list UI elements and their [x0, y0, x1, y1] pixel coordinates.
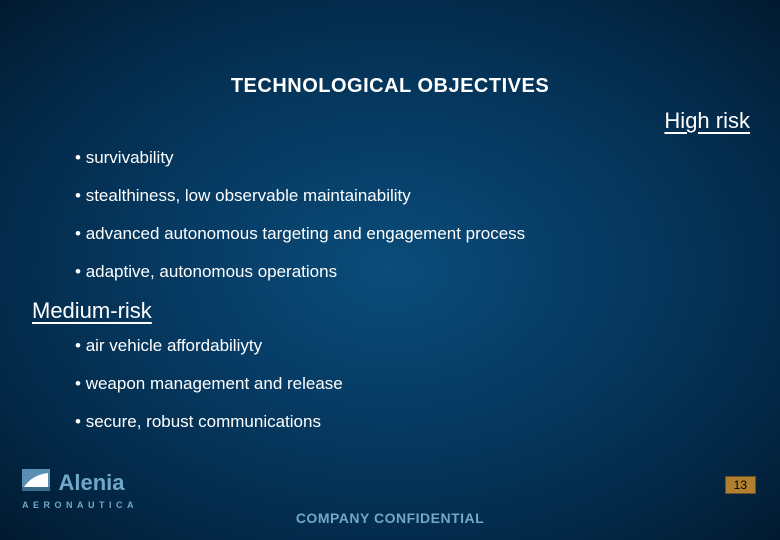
logo-main-text: Alenia: [58, 473, 124, 493]
footer-confidential: COMPANY CONFIDENTIAL: [0, 510, 780, 526]
logo-icon: [22, 469, 50, 496]
logo: Alenia AERONAUTICA: [22, 469, 138, 510]
section-heading-medium-risk: Medium-risk: [32, 298, 152, 324]
list-item: adaptive, autonomous operations: [75, 262, 525, 282]
slide-title: TECHNOLOGICAL OBJECTIVES: [0, 75, 780, 98]
bullet-list-high: survivability stealthiness, low observab…: [75, 148, 525, 300]
page-number: 13: [725, 476, 756, 494]
list-item: air vehicle affordabiliyty: [75, 336, 343, 356]
logo-sub-text: AERONAUTICA: [22, 500, 138, 510]
list-item: survivability: [75, 148, 525, 168]
section-heading-high-risk: High risk: [664, 108, 750, 134]
list-item: secure, robust communications: [75, 412, 343, 432]
list-item: weapon management and release: [75, 374, 343, 394]
slide: TECHNOLOGICAL OBJECTIVES High risk survi…: [0, 0, 780, 540]
bullet-list-medium: air vehicle affordabiliyty weapon manage…: [75, 336, 343, 450]
list-item: advanced autonomous targeting and engage…: [75, 224, 525, 244]
list-item: stealthiness, low observable maintainabi…: [75, 186, 525, 206]
logo-text: Alenia: [58, 473, 124, 493]
